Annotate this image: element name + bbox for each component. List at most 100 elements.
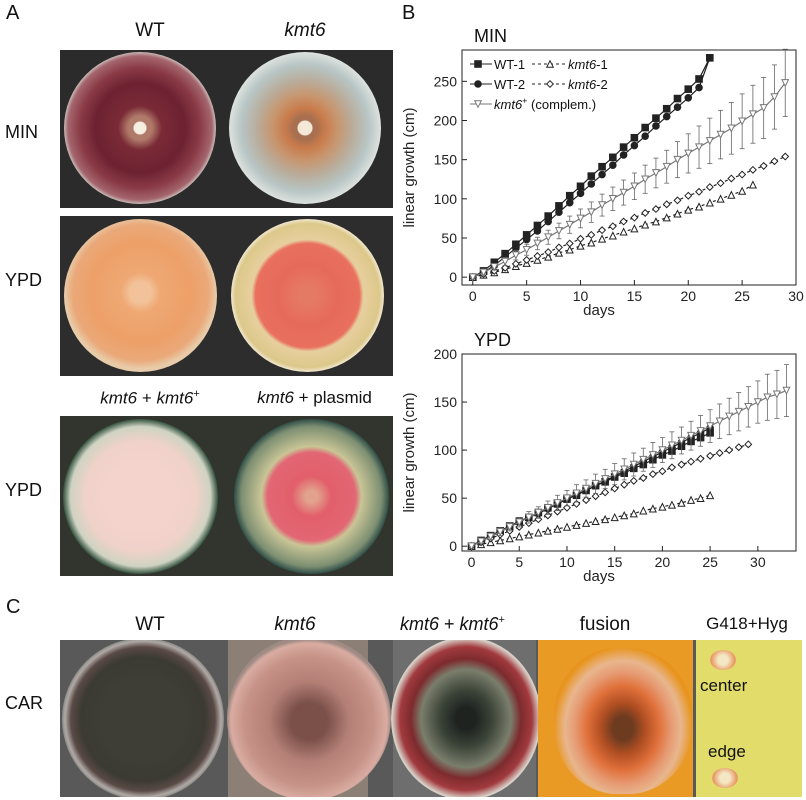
- y-tick-label: 150: [434, 152, 458, 168]
- data-point: [591, 516, 600, 526]
- data-point: [501, 263, 510, 272]
- legend-label: WT-1: [494, 57, 525, 72]
- legend-label: kmt6-1: [568, 57, 608, 72]
- data-point: [744, 403, 753, 412]
- data-point: [587, 172, 596, 180]
- data-point: [553, 524, 562, 533]
- data-point: [524, 530, 533, 539]
- data-point: [629, 460, 638, 469]
- data-point: [673, 155, 682, 165]
- c-col-label-fusion: fusion: [579, 614, 631, 635]
- data-point: [587, 180, 596, 188]
- data-point: [515, 518, 524, 527]
- y-tick-label: 150: [434, 394, 458, 410]
- comp-label-sup: +: [193, 388, 200, 400]
- data-point: [715, 448, 724, 457]
- panel-letter-c: C: [6, 596, 21, 618]
- data-point: [770, 93, 779, 102]
- series-wt1: [467, 429, 714, 550]
- data-point: [522, 245, 531, 255]
- data-point: [706, 490, 715, 500]
- data-point: [673, 196, 682, 205]
- data-point: [781, 79, 790, 88]
- data-point: [490, 263, 499, 272]
- data-point: [630, 141, 639, 150]
- data-point: [639, 473, 648, 482]
- data-point: [629, 476, 638, 485]
- data-point: [658, 502, 667, 511]
- chart-1: YPD 0 5 10 15 20 25 30 0 50 100 150 200 days linear gr…: [401, 330, 797, 585]
- data-point: [544, 252, 553, 261]
- data-point: [641, 175, 650, 184]
- data-point: [554, 248, 564, 257]
- data-point: [695, 187, 704, 196]
- data-point: [587, 238, 596, 247]
- data-point: [652, 122, 660, 130]
- chart-title: YPD: [474, 330, 511, 350]
- data-point: [591, 492, 600, 501]
- data-point: [620, 511, 629, 520]
- data-point: [716, 179, 725, 188]
- chart-title: MIN: [474, 26, 507, 46]
- data-point: [597, 201, 607, 210]
- data-point: [684, 85, 693, 93]
- y-tick-label: 200: [434, 113, 458, 129]
- data-point: [738, 117, 747, 126]
- data-point: [662, 162, 671, 172]
- dish-min-wt: [64, 52, 216, 204]
- data-point: [694, 143, 704, 152]
- y-axis-label: linear growth (cm): [401, 392, 418, 512]
- y-tick-label: 50: [441, 490, 457, 506]
- data-point: [772, 390, 782, 399]
- comp-label-prefix: kmt6: [100, 388, 138, 408]
- col-label-plasmid: kmt6 + plasmid: [232, 388, 397, 408]
- c-comp-sup: +: [498, 614, 505, 626]
- row-label-car: CAR: [5, 693, 44, 713]
- data-point: [696, 427, 705, 436]
- data-point: [565, 191, 574, 200]
- data-point: [705, 183, 714, 192]
- data-point: [641, 123, 649, 132]
- plasmid-label-prefix: kmt6: [257, 388, 294, 407]
- col-label-kmt6: kmt6: [284, 20, 326, 41]
- data-point: [562, 522, 572, 531]
- data-point: [601, 514, 610, 524]
- y-tick-label: 250: [434, 73, 458, 89]
- data-point: [715, 417, 724, 426]
- data-point: [467, 542, 476, 551]
- y-tick-label: 0: [449, 269, 457, 285]
- data-point: [630, 224, 639, 233]
- y-tick-label: 100: [434, 191, 458, 207]
- data-point: [553, 499, 562, 508]
- data-point: [609, 153, 617, 162]
- x-tick-label: 5: [523, 288, 531, 304]
- data-point: [727, 190, 736, 199]
- x-tick-label: 15: [627, 288, 643, 304]
- data-point: [629, 509, 638, 518]
- data-point: [748, 180, 758, 189]
- x-tick-label: 5: [515, 554, 523, 570]
- data-point: [581, 484, 591, 493]
- x-tick-label: 30: [788, 288, 804, 304]
- data-point: [572, 499, 581, 508]
- data-point: [576, 241, 585, 250]
- data-point: [759, 161, 768, 170]
- data-point: [782, 386, 791, 395]
- data-point: [753, 398, 762, 407]
- data-point: [565, 245, 574, 254]
- data-point: [609, 161, 617, 169]
- data-point: [619, 188, 628, 197]
- data-point: [576, 214, 585, 223]
- data-point: [619, 217, 628, 226]
- data-point: [652, 114, 660, 122]
- series-kmt6_2: [467, 440, 753, 551]
- data-point: [562, 494, 572, 503]
- data-point: [587, 230, 596, 239]
- data-point: [770, 157, 779, 166]
- data-point: [667, 463, 676, 472]
- data-point: [565, 220, 574, 230]
- data-point: [505, 523, 514, 532]
- data-point: [651, 205, 660, 214]
- label-center: center: [700, 676, 748, 695]
- data-point: [511, 251, 520, 260]
